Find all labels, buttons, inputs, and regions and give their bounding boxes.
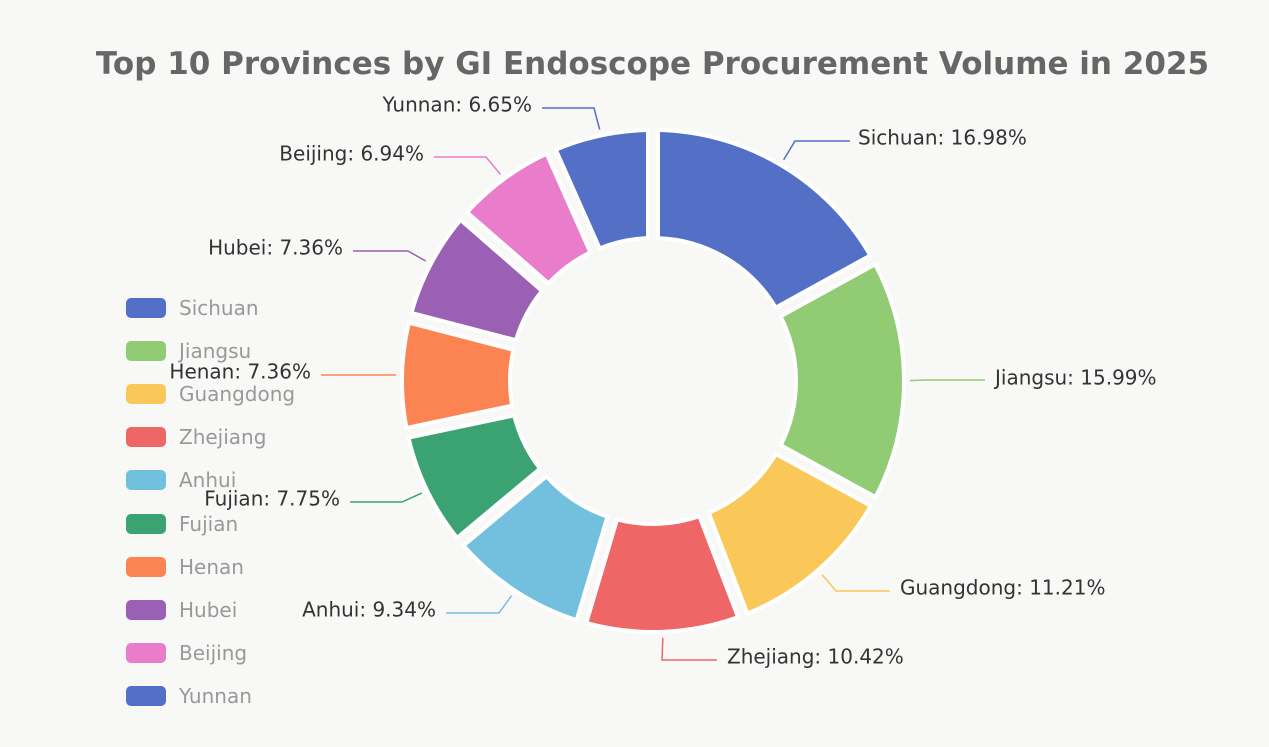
legend-item-zhejiang[interactable]: Zhejiang bbox=[126, 416, 295, 459]
pie-slice-zhejiang[interactable] bbox=[584, 514, 741, 634]
slice-label-fujian: Fujian: 7.75% bbox=[204, 487, 340, 511]
slice-label-sichuan: Sichuan: 16.98% bbox=[858, 126, 1027, 150]
pie-slice-jiangsu[interactable] bbox=[778, 262, 906, 500]
legend-swatch bbox=[126, 340, 166, 361]
pie-slice-sichuan[interactable] bbox=[655, 128, 873, 310]
legend-label: Anhui bbox=[179, 468, 237, 493]
pie-slice-guangdong[interactable] bbox=[706, 451, 873, 616]
legend-item-fujian[interactable]: Fujian bbox=[126, 502, 295, 545]
pie-slice-anhui[interactable] bbox=[461, 474, 610, 623]
pie-slice-henan[interactable] bbox=[400, 320, 516, 430]
pie-slice-fujian[interactable] bbox=[406, 413, 543, 540]
legend-item-hubei[interactable]: Hubei bbox=[126, 588, 295, 631]
legend-item-guangdong[interactable]: Guangdong bbox=[126, 372, 295, 415]
leader-line-sichuan bbox=[783, 140, 850, 161]
slice-label-zhejiang: Zhejiang: 10.42% bbox=[727, 645, 904, 669]
legend-label: Jiangsu bbox=[179, 338, 252, 363]
slice-label-jiangsu: Jiangsu: 15.99% bbox=[993, 366, 1157, 390]
slice-label-beijing: Beijing: 6.94% bbox=[279, 142, 424, 166]
legend-label: Fujian bbox=[179, 511, 239, 536]
legend-label: Beijing bbox=[179, 641, 248, 666]
slice-label-hubei: Hubei: 7.36% bbox=[208, 236, 343, 260]
legend-label: Hubei bbox=[179, 597, 238, 622]
slice-label-anhui: Anhui: 9.34% bbox=[302, 598, 436, 622]
legend-swatch bbox=[126, 470, 166, 491]
legend-label: Zhejiang bbox=[179, 425, 267, 450]
legend-label: Guangdong bbox=[179, 381, 296, 406]
leader-line-yunnan bbox=[542, 107, 601, 130]
legend: Sichuan Jiangsu Guangdong Zhejiang Anhui Fuji… bbox=[126, 286, 295, 718]
legend-item-sichuan[interactable]: Sichuan bbox=[126, 286, 295, 329]
legend-swatch bbox=[126, 513, 166, 534]
leader-line-beijing bbox=[434, 156, 501, 175]
leader-line-zhejiang bbox=[661, 637, 717, 661]
legend-swatch bbox=[126, 643, 166, 664]
leader-line-guangdong bbox=[821, 574, 890, 592]
pie-slice-beijing[interactable] bbox=[465, 151, 593, 286]
legend-label: Henan bbox=[179, 554, 244, 579]
leader-line-fujian bbox=[350, 492, 423, 503]
legend-item-yunnan[interactable]: Yunnan bbox=[126, 675, 295, 718]
pie-slice-hubei[interactable] bbox=[409, 217, 544, 343]
pie-slice-yunnan[interactable] bbox=[553, 128, 651, 251]
legend-swatch bbox=[126, 686, 166, 707]
legend-swatch bbox=[126, 297, 166, 318]
legend-item-jiangsu[interactable]: Jiangsu bbox=[126, 329, 295, 372]
legend-item-henan[interactable]: Henan bbox=[126, 545, 295, 588]
leader-line-anhui bbox=[446, 595, 513, 614]
slice-label-henan: Henan: 7.36% bbox=[169, 360, 311, 384]
leader-line-hubei bbox=[353, 250, 427, 262]
slice-label-yunnan: Yunnan: 6.65% bbox=[381, 93, 532, 117]
legend-label: Yunnan bbox=[179, 684, 252, 709]
slice-label-guangdong: Guangdong: 11.21% bbox=[900, 576, 1105, 600]
legend-swatch bbox=[126, 427, 166, 448]
legend-swatch bbox=[126, 556, 166, 577]
legend-label: Sichuan bbox=[179, 295, 259, 320]
leader-line-jiangsu bbox=[909, 379, 985, 382]
legend-item-anhui[interactable]: Anhui bbox=[126, 459, 295, 502]
legend-swatch bbox=[126, 383, 166, 404]
chart-title: Top 10 Provinces by GI Endoscope Procure… bbox=[95, 46, 1210, 82]
legend-swatch bbox=[126, 599, 166, 620]
legend-item-beijing[interactable]: Beijing bbox=[126, 632, 295, 675]
